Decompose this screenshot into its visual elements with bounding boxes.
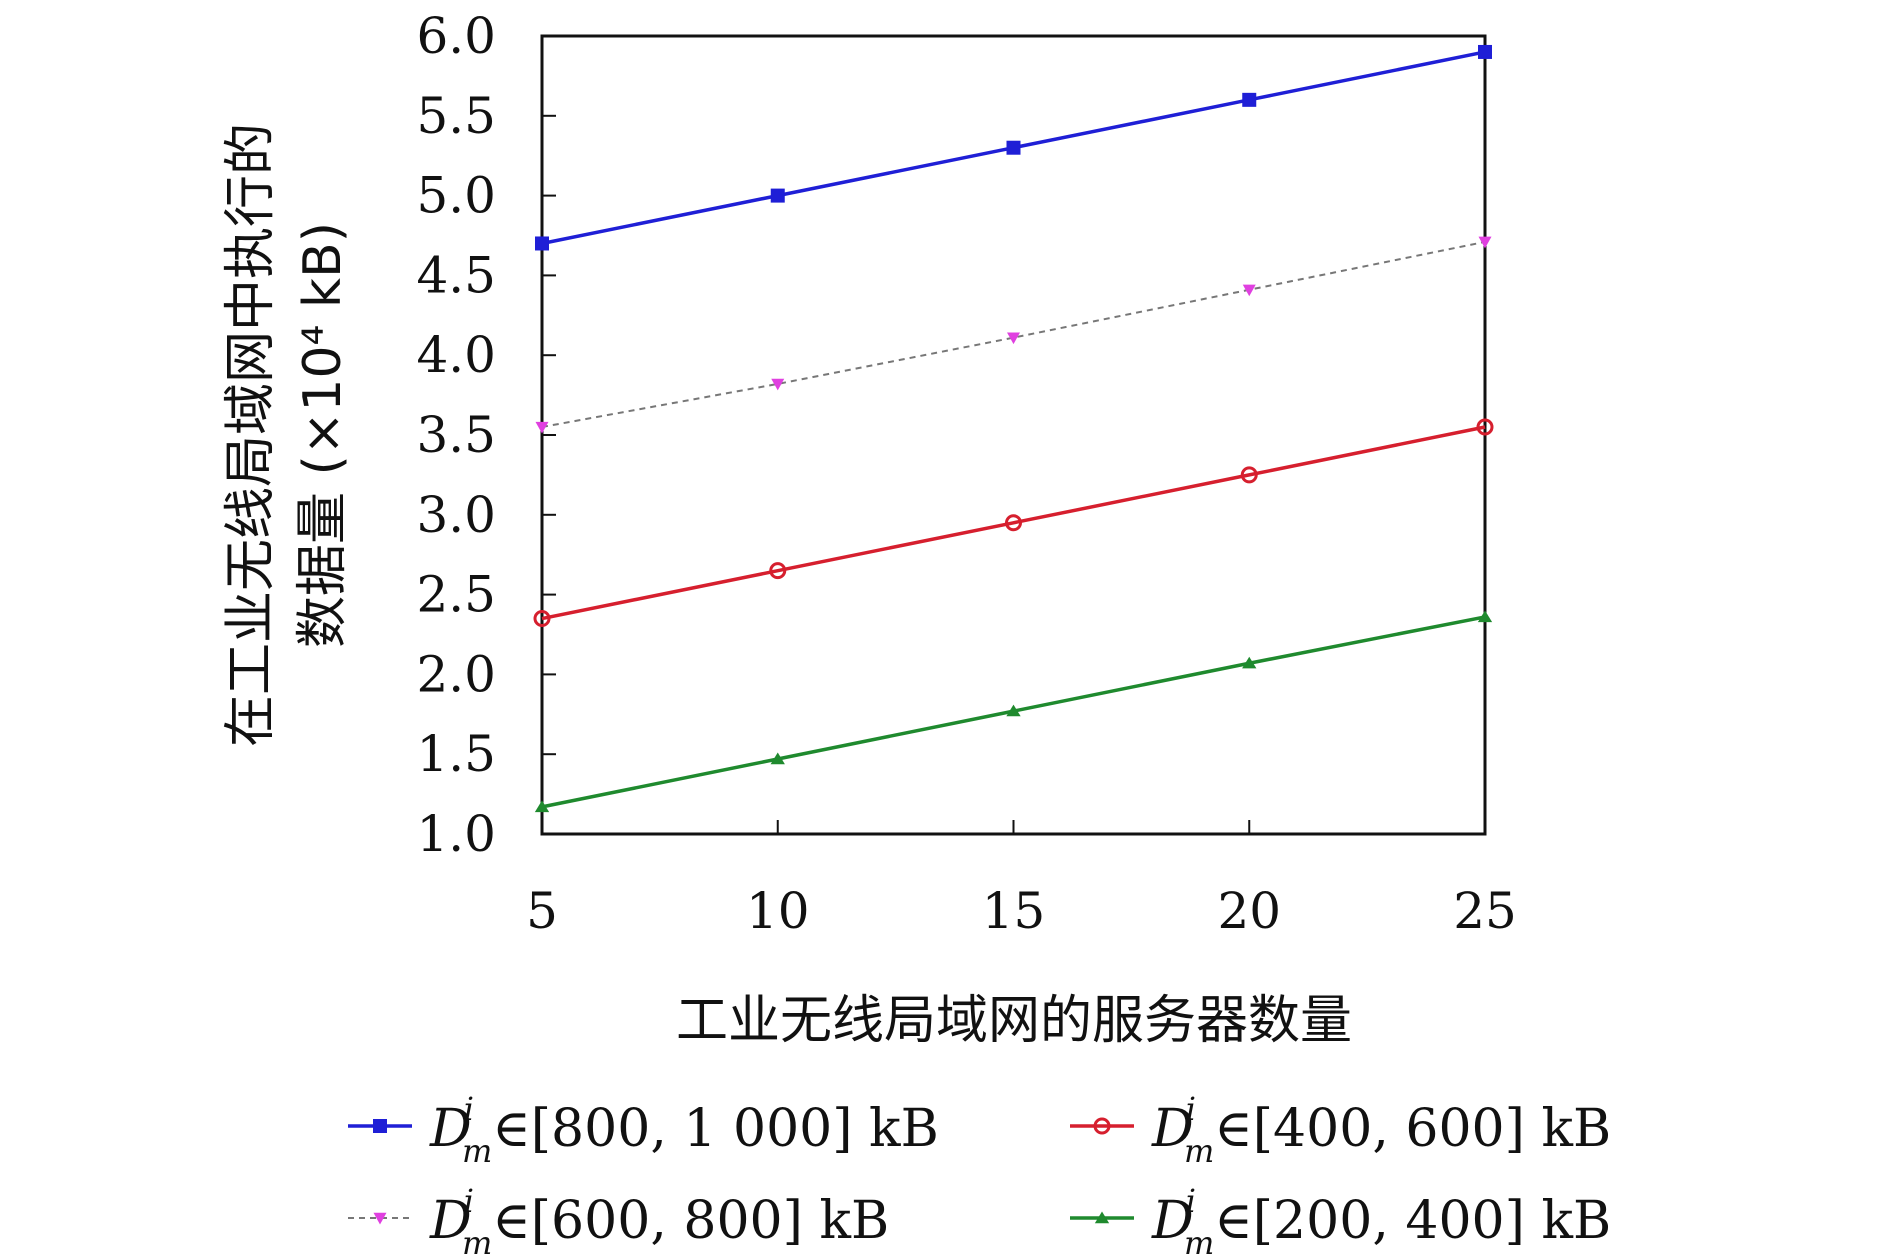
series-lines <box>541 50 1486 809</box>
y-tick-label: 2.0 <box>416 645 496 703</box>
x-tick-label: 10 <box>746 882 810 940</box>
legend-label: Di m∈[800, 1 000] kB <box>429 1090 939 1170</box>
data-point <box>534 800 550 813</box>
y-tick-label: 4.0 <box>416 326 496 384</box>
data-point <box>535 421 549 434</box>
data-point <box>1476 418 1494 436</box>
series-markers <box>533 44 1494 813</box>
x-tick-label: 20 <box>1217 882 1281 940</box>
y-axis-title-line2: 数据量 (×10⁴ kB) <box>293 222 353 648</box>
data-point <box>533 610 551 628</box>
data-point <box>1240 466 1258 484</box>
data-point <box>1007 332 1020 345</box>
y-tick-label: 3.5 <box>416 406 496 464</box>
series-line-1 <box>541 425 1486 621</box>
legend-label: Di m∈[600, 800] kB <box>429 1182 889 1258</box>
data-point <box>1478 236 1492 249</box>
x-tick-label: 15 <box>982 882 1046 940</box>
data-point <box>1478 44 1492 59</box>
x-tick-label: 5 <box>526 882 558 940</box>
data-point <box>769 562 787 580</box>
y-tick-label: 5.0 <box>416 167 496 225</box>
legend-item: Di m∈[400, 600] kB <box>1070 1090 1611 1170</box>
legend-swatch-marker <box>1094 1211 1110 1224</box>
legend-swatch-marker <box>373 1212 387 1225</box>
data-point <box>1006 704 1021 717</box>
data-point <box>1006 140 1021 155</box>
data-point <box>770 188 785 203</box>
legend-label: Di m∈[200, 400] kB <box>1151 1182 1611 1258</box>
legend-swatch-marker <box>373 1119 387 1133</box>
legend-label: Di m∈[400, 600] kB <box>1151 1090 1611 1170</box>
legend-item: Di m∈[600, 800] kB <box>348 1182 889 1258</box>
y-axis: 1.0 1.5 2.0 2.5 3.0 3.5 4.0 4.5 5.0 5.5 6.0 <box>416 7 556 863</box>
data-point <box>1242 92 1257 107</box>
data-point <box>1242 284 1256 297</box>
y-tick-label: 1.0 <box>416 805 496 863</box>
x-axis-title: 工业无线局域网的服务器数量 <box>676 991 1352 1051</box>
y-tick-label: 2.5 <box>416 566 496 624</box>
y-tick-label: 3.0 <box>416 486 496 544</box>
legend-item: Di m∈[200, 400] kB <box>1070 1182 1611 1258</box>
data-point <box>771 378 785 391</box>
data-point <box>770 752 785 765</box>
legend: Di m∈[800, 1 000] kB Di m∈[400, 600] kB Di m∈… <box>348 1090 1611 1258</box>
y-axis-title-line1: 在工业无线局域网中执行的 <box>221 123 281 747</box>
legend-swatch-marker <box>1093 1117 1111 1135</box>
data-point <box>1477 610 1493 623</box>
x-axis: 5 10 15 20 25 <box>526 820 1517 940</box>
series-line-2 <box>541 240 1486 429</box>
y-tick-label: 5.5 <box>416 87 496 145</box>
legend-item: Di m∈[800, 1 000] kB <box>348 1090 939 1170</box>
y-tick-label: 4.5 <box>416 246 496 304</box>
data-point <box>535 236 549 251</box>
y-tick-label: 1.5 <box>416 725 496 783</box>
x-tick-label: 25 <box>1453 882 1517 940</box>
y-tick-label: 6.0 <box>416 7 496 65</box>
data-point <box>1242 656 1257 669</box>
data-point <box>1005 514 1022 532</box>
